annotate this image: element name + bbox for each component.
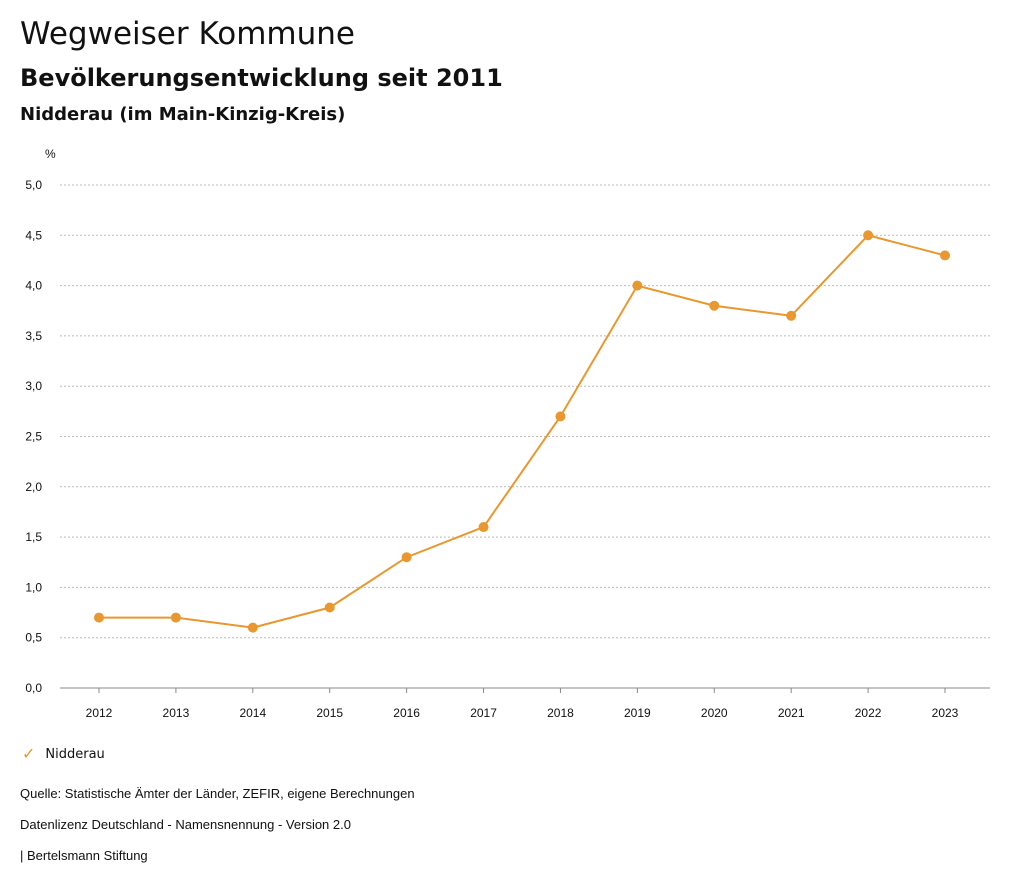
x-tick-label: 2020 <box>701 706 728 720</box>
license-note: Datenlizenz Deutschland - Namensnennung … <box>20 817 351 832</box>
series-line-nidderau <box>99 234 946 629</box>
region-label: Nidderau (im Main-Kinzig-Kreis) <box>20 104 346 125</box>
y-tick-label: 4,5 <box>25 228 42 242</box>
grid-lines <box>60 184 990 689</box>
legend[interactable]: ✓ Nidderau <box>22 746 105 762</box>
y-axis-unit-label: % <box>45 147 56 161</box>
data-point[interactable] <box>555 411 566 422</box>
y-tick-label: 3,5 <box>25 329 42 343</box>
x-tick-label: 2016 <box>393 706 420 720</box>
y-tick-label: 0,5 <box>25 631 42 645</box>
y-tick-label: 0,0 <box>25 681 42 695</box>
x-tick-label: 2019 <box>624 706 651 720</box>
brand-note: | Bertelsmann Stiftung <box>20 848 148 863</box>
y-tick-label: 5,0 <box>25 178 42 192</box>
data-point[interactable] <box>940 250 950 261</box>
data-point[interactable] <box>170 612 181 623</box>
data-point[interactable] <box>632 280 643 291</box>
data-point[interactable] <box>863 230 874 241</box>
x-tick-label: 2023 <box>932 706 959 720</box>
x-tick-label: 2015 <box>316 706 343 720</box>
x-tick-label: 2012 <box>86 706 113 720</box>
series-group <box>94 230 950 633</box>
data-point[interactable] <box>478 522 489 533</box>
x-tick-label: 2014 <box>239 706 266 720</box>
y-tick-label: 1,5 <box>25 530 42 544</box>
line-chart: % 0,0 0,5 1,0 1,5 2,0 2,5 3,0 3,5 4,0 4,5 5,0 2012… <box>25 147 990 720</box>
data-point[interactable] <box>247 622 258 633</box>
x-tick-label: 2017 <box>470 706 497 720</box>
y-axis-ticks: 0,0 0,5 1,0 1,5 2,0 2,5 3,0 3,5 4,0 4,5 5,0 <box>25 178 42 695</box>
x-tick-label: 2018 <box>547 706 574 720</box>
x-tick-label: 2022 <box>855 706 882 720</box>
y-tick-label: 2,0 <box>25 480 42 494</box>
x-tick-label: 2021 <box>778 706 805 720</box>
data-point[interactable] <box>324 602 335 613</box>
data-point[interactable] <box>709 300 720 311</box>
source-note: Quelle: Statistische Ämter der Länder, Z… <box>20 786 415 801</box>
check-icon: ✓ <box>22 744 36 763</box>
y-tick-label: 4,0 <box>25 279 42 293</box>
y-tick-label: 2,5 <box>25 430 42 444</box>
page-title: Wegweiser Kommune <box>20 16 355 52</box>
data-point[interactable] <box>786 310 797 321</box>
x-tick-label: 2013 <box>163 706 190 720</box>
y-tick-label: 3,0 <box>25 379 42 393</box>
chart-subtitle: Bevölkerungsentwicklung seit 2011 <box>20 64 503 92</box>
y-tick-label: 1,0 <box>25 580 42 594</box>
legend-label: Nidderau <box>45 746 105 762</box>
data-point[interactable] <box>94 612 104 623</box>
data-point[interactable] <box>401 552 412 563</box>
x-axis-ticks: 2012 2013 2014 2015 2016 2017 2018 2019 2020 2021… <box>86 688 959 720</box>
